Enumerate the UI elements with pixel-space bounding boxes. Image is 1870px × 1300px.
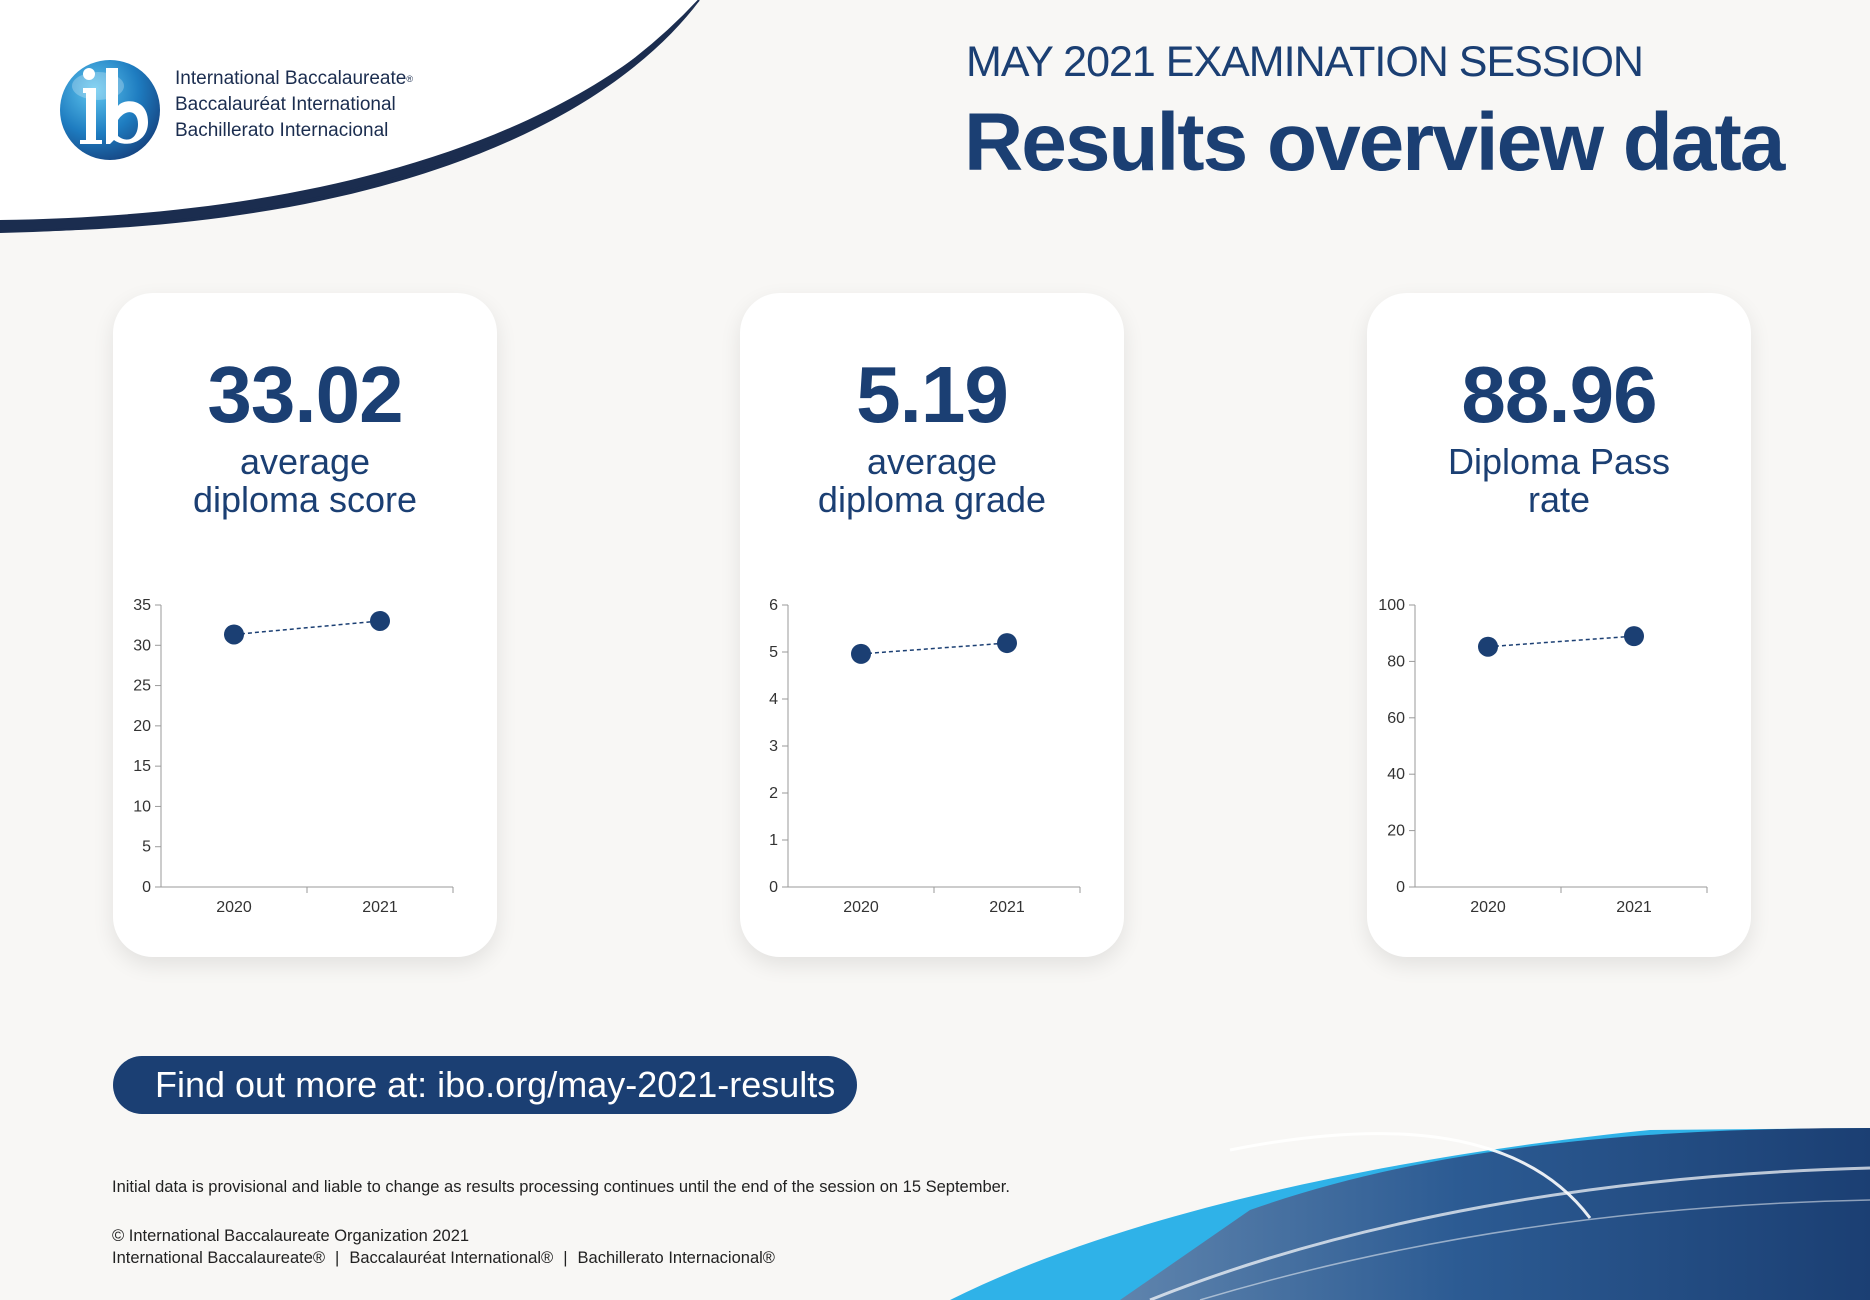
stat-label: average diploma grade [740,443,1124,519]
logo-line-3: Bachillerato Internacional [175,120,389,141]
y-tick-label: 40 [1387,766,1405,783]
y-tick-label: 5 [769,644,778,661]
copyright-block: © International Baccalaureate Organizati… [112,1225,775,1269]
stat-value: 88.96 [1461,350,1657,439]
results-link-button[interactable]: Find out more at: ibo.org/may-2021-resul… [113,1056,857,1114]
y-tick-label: 80 [1387,653,1405,670]
y-tick-label: 1 [769,832,778,849]
x-tick-label: 2020 [216,899,252,916]
y-tick-label: 0 [769,879,778,896]
x-tick-label: 2020 [1470,899,1506,916]
card-average-diploma-grade: 5.19 average diploma grade 0 1 2 3 4 5 6 2020 20… [740,293,1124,957]
x-tick-label: 2021 [989,899,1025,916]
stat-label: Diploma Pass rate [1367,443,1751,519]
y-tick-label: 0 [1396,879,1405,896]
series-line [860,642,1008,655]
y-tick-label: 60 [1387,710,1405,727]
y-tick-label: 35 [133,597,151,614]
y-tick-label: 15 [133,758,151,775]
logo-text: International Baccalaureate® Baccalauréa… [175,66,413,144]
y-tick-label: 3 [769,738,778,755]
y-tick-label: 100 [1378,597,1405,614]
registered-mark: ® [406,74,413,84]
x-tick-label: 2021 [362,899,398,916]
copyright-text: © International Baccalaureate Organizati… [112,1227,470,1245]
data-point [224,624,244,645]
data-point [1624,626,1644,647]
stat-label-line-1: Diploma Pass [1447,441,1671,482]
series-line [233,620,381,636]
series-line [1487,635,1635,648]
brand-name-es: Bachillerato Internacional® [577,1249,775,1267]
y-tick-label: 30 [133,637,151,654]
y-tick-label: 20 [133,718,151,735]
brand-names: International Baccalaureate® | Baccalauréa… [112,1247,775,1269]
separator: | [563,1249,568,1267]
y-tick-label: 6 [769,597,778,614]
stat-label-line-1: average [239,441,371,482]
disclaimer-text: Initial data is provisional and liable t… [112,1178,1010,1196]
brand-name-en: International Baccalaureate® [112,1249,326,1267]
y-tick-label: 5 [142,839,151,856]
y-tick-label: 10 [133,798,151,815]
data-point [851,643,871,664]
data-point [997,633,1017,654]
line-chart-diploma-grade: 0 1 2 3 4 5 6 2020 2021 [769,597,1081,916]
session-subtitle: MAY 2021 EXAMINATION SESSION [966,38,1644,86]
separator: | [335,1249,340,1267]
stat-label-line-2: rate [1527,479,1591,520]
stat-label-line-2: diploma score [192,479,418,520]
stat-label-line-2: diploma grade [817,479,1047,520]
x-tick-label: 2021 [1616,899,1652,916]
card-average-diploma-score: 33.02 average diploma score 0 5 10 15 20 25 30… [113,293,497,957]
stat-value: 5.19 [856,350,1009,439]
data-point [1478,636,1498,657]
card-diploma-pass-rate: 88.96 Diploma Pass rate 0 20 40 60 80 100 2020… [1367,293,1751,957]
stat-value: 33.02 [207,350,403,439]
y-tick-label: 0 [142,879,151,896]
brand-name-fr: Baccalauréat International® [349,1249,554,1267]
line-chart-diploma-score: 0 5 10 15 20 25 30 35 2020 2021 [133,597,454,916]
data-point [370,610,390,631]
y-tick-label: 2 [769,785,778,802]
y-tick-label: 20 [1387,823,1405,840]
y-tick-label: 25 [133,678,151,695]
page-title: Results overview data [964,97,1785,188]
y-tick-label: 4 [769,691,778,708]
stat-label: average diploma score [113,443,497,519]
stat-label-line-1: average [866,441,998,482]
x-tick-label: 2020 [843,899,879,916]
logo-line-1: International Baccalaureate [175,68,407,89]
logo-line-2: Baccalauréat International [175,94,396,115]
ib-logo [60,60,160,160]
line-chart-pass-rate: 0 20 40 60 80 100 2020 2021 [1378,597,1708,916]
